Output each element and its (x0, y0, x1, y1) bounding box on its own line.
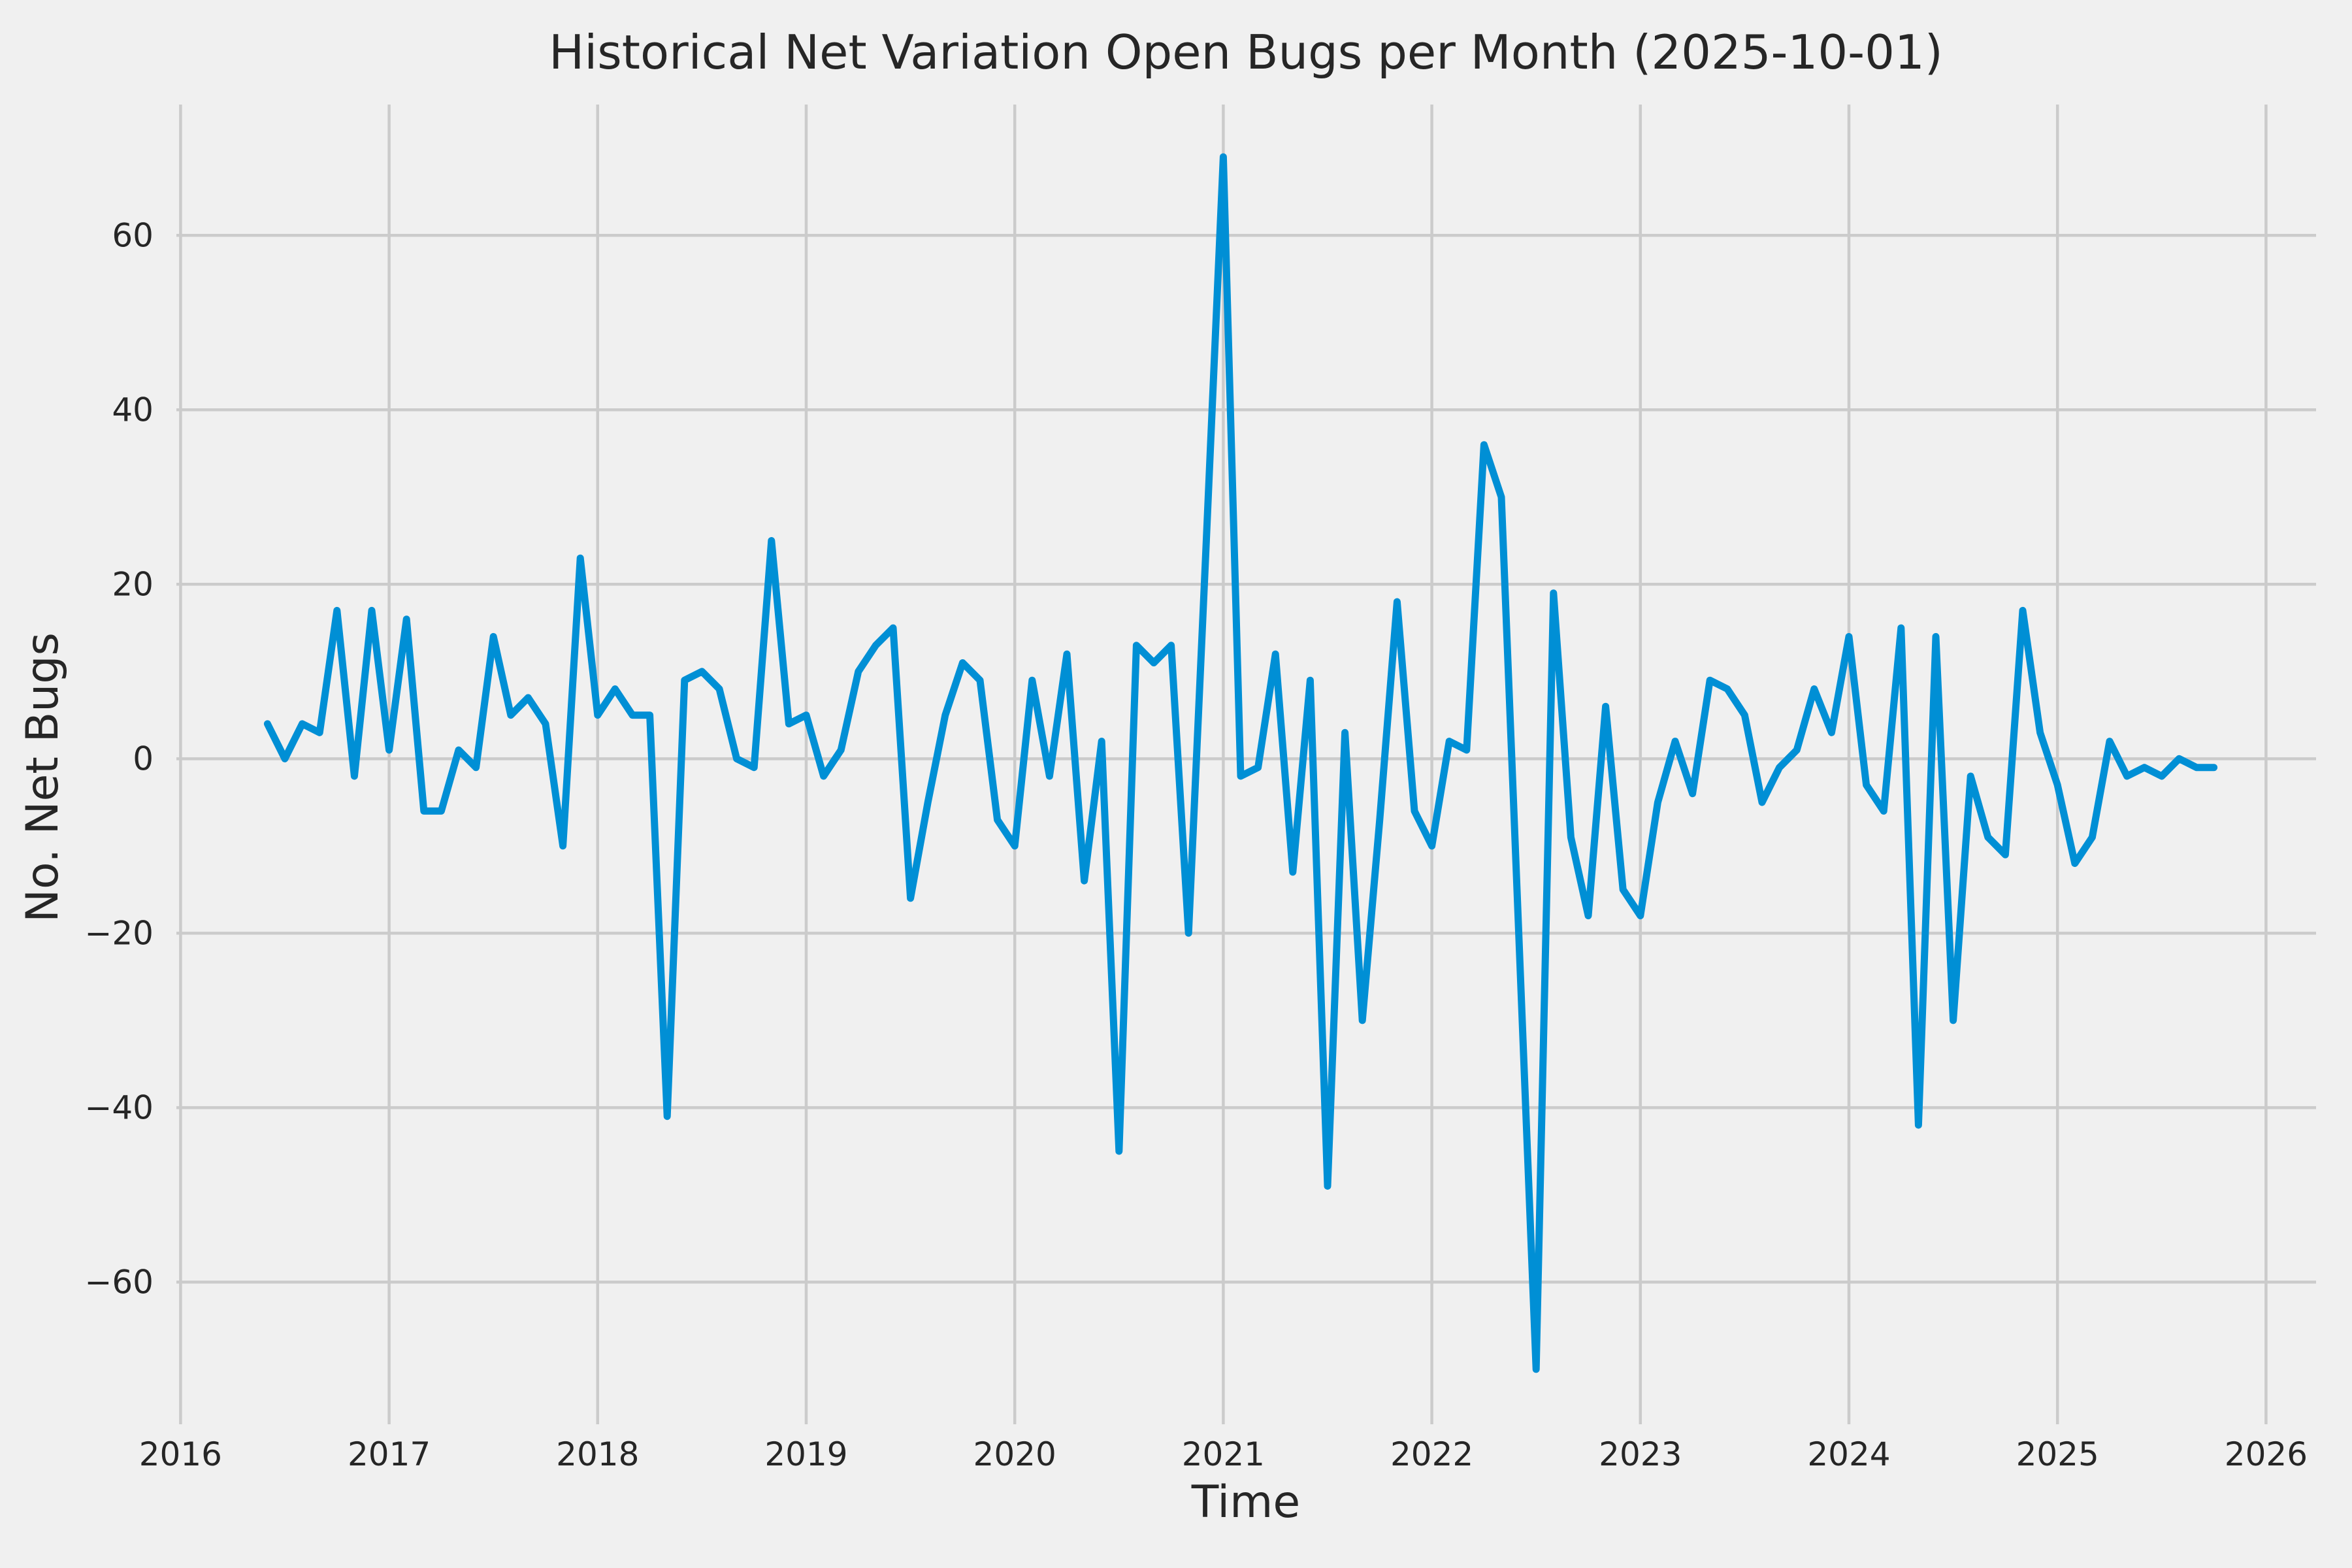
chart-title: Historical Net Variation Open Bugs per M… (549, 25, 1943, 80)
x-tick-label-2026: 2026 (2225, 1435, 2308, 1473)
x-tick-label-2019: 2019 (764, 1435, 847, 1473)
y-tick-label-40: 40 (112, 391, 154, 429)
y-tick-label--20: −20 (84, 914, 154, 952)
gridlines (176, 105, 2316, 1424)
x-tick-label-2022: 2022 (1390, 1435, 1473, 1473)
x-tick-label-2025: 2025 (2016, 1435, 2099, 1473)
y-axis-label: No. Net Bugs (17, 632, 69, 923)
x-tick-label-2016: 2016 (139, 1435, 222, 1473)
y-tick-label--40: −40 (84, 1088, 154, 1126)
y-tick-label--60: −60 (84, 1263, 154, 1301)
x-tick-label-2021: 2021 (1182, 1435, 1265, 1473)
y-tick-label-60: 60 (112, 216, 154, 254)
x-tick-label-2024: 2024 (1807, 1435, 1890, 1473)
tick-labels: 2016 2017 2018 2019 2020 2021 2022 2023 2024 2025… (84, 216, 2308, 1473)
y-tick-label-20: 20 (112, 565, 154, 603)
x-tick-label-2017: 2017 (348, 1435, 431, 1473)
x-axis-label: Time (1191, 1477, 1300, 1528)
plot-line (263, 153, 2218, 1373)
x-tick-label-2020: 2020 (973, 1435, 1056, 1473)
x-tick-label-2018: 2018 (556, 1435, 639, 1473)
x-tick-label-2023: 2023 (1599, 1435, 1682, 1473)
y-tick-label-0: 0 (133, 740, 154, 777)
